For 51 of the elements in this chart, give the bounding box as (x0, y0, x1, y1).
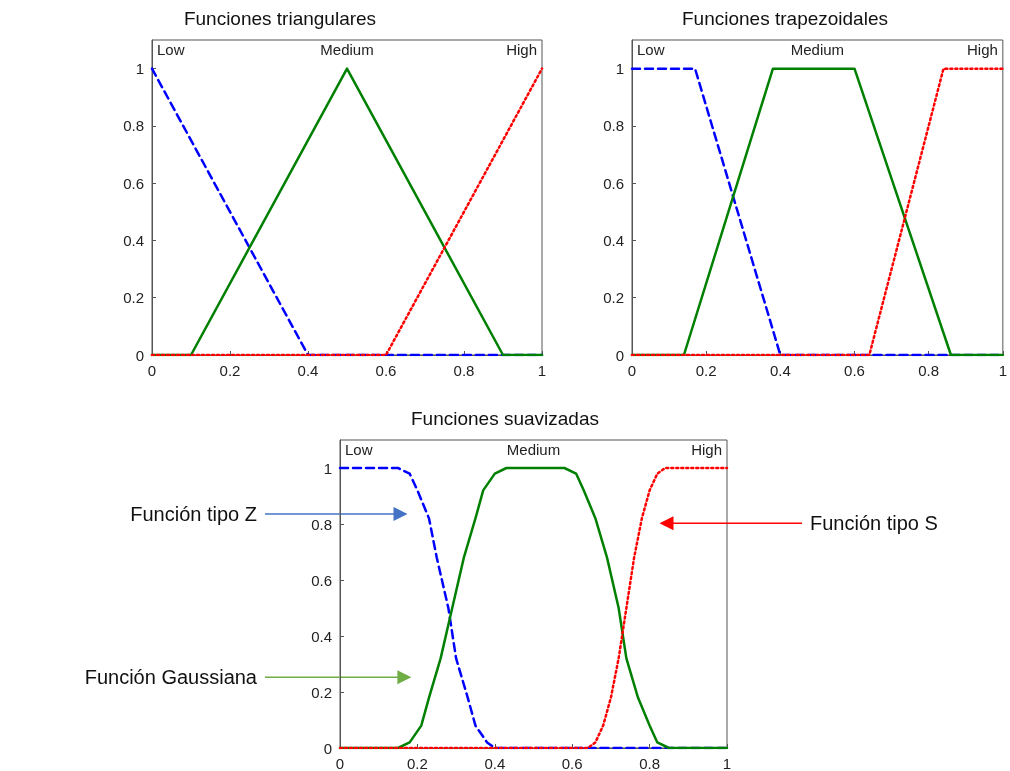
x-tick-label: 0.8 (639, 755, 661, 771)
x-tick-label: 0.4 (297, 362, 319, 379)
x-tick-label: 0.4 (769, 362, 791, 379)
y-tick-label: 0.6 (603, 174, 624, 192)
text: Función tipo S (810, 512, 938, 535)
y-tick-label: 0.6 (311, 571, 332, 589)
x-tick-label: 0.8 (918, 362, 940, 379)
series-label: Low (345, 441, 373, 458)
series-label: High (691, 441, 722, 458)
x-tick-label: 0.2 (219, 362, 241, 379)
y-tick-label: 0 (323, 739, 332, 757)
series-label: Medium (790, 41, 845, 58)
x-tick-label: 0.4 (484, 755, 506, 771)
x-tick-label: 0.2 (695, 362, 717, 379)
x-tick-label: 0 (335, 755, 345, 771)
y-tick-label: 1 (135, 60, 144, 78)
series-label: Medium (506, 441, 561, 458)
y-tick-label: 0 (615, 346, 624, 364)
chart-title: Funciones trapezoidales (682, 8, 888, 29)
series-label: High (506, 41, 537, 58)
chart-title: Funciones suavizadas (411, 408, 599, 429)
x-tick-label: 1 (998, 362, 1007, 379)
x-tick-label: 0 (627, 362, 637, 379)
text: Función tipo Z (130, 502, 257, 525)
y-tick-label: 0.8 (603, 117, 624, 135)
y-tick-label: 0 (135, 346, 144, 364)
x-tick-label: 0.6 (844, 362, 865, 379)
series-label: Low (157, 41, 185, 58)
y-tick-label: 0.2 (311, 683, 332, 701)
series-label: Medium (320, 41, 374, 58)
y-tick-label: 0.4 (311, 627, 332, 645)
chart-title: Funciones triangulares (183, 8, 377, 29)
y-tick-label: 0.2 (603, 289, 624, 307)
y-tick-label: 0.8 (311, 515, 332, 533)
y-tick-label: 0.6 (123, 174, 144, 192)
x-tick-label: 1 (537, 362, 547, 379)
series-label: Low (637, 41, 665, 58)
y-tick-label: 0.4 (603, 231, 624, 249)
y-tick-label: 0.4 (123, 231, 144, 249)
text: Función Gaussiana (84, 666, 258, 689)
y-tick-label: 1 (615, 60, 624, 78)
y-tick-label: 1 (323, 459, 332, 477)
x-tick-label: 0.8 (453, 362, 475, 379)
x-tick-label: 0.2 (406, 755, 428, 771)
series-label: High (966, 41, 998, 58)
y-tick-label: 0.2 (123, 289, 144, 307)
x-tick-label: 0.6 (375, 362, 397, 379)
x-tick-label: 0.6 (561, 755, 583, 771)
x-tick-label: 1 (722, 755, 732, 771)
y-tick-label: 0.8 (123, 117, 144, 135)
x-tick-label: 0 (147, 362, 157, 379)
